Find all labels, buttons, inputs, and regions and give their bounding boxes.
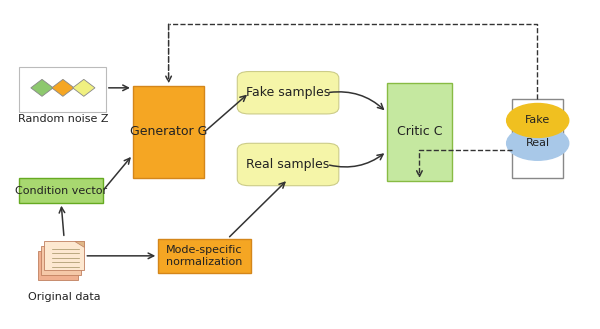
FancyBboxPatch shape [38, 251, 79, 280]
Text: Real samples: Real samples [247, 158, 329, 171]
Text: Random noise Z: Random noise Z [17, 114, 108, 124]
FancyBboxPatch shape [237, 71, 339, 114]
Circle shape [506, 126, 569, 160]
FancyBboxPatch shape [158, 239, 251, 273]
Text: Real: Real [526, 138, 550, 148]
Text: Mode-specific
normalization: Mode-specific normalization [166, 245, 242, 266]
FancyBboxPatch shape [386, 83, 452, 181]
FancyBboxPatch shape [19, 178, 103, 203]
Polygon shape [52, 79, 74, 96]
FancyBboxPatch shape [512, 99, 563, 178]
Circle shape [506, 104, 569, 138]
Polygon shape [73, 79, 95, 96]
FancyBboxPatch shape [133, 86, 205, 178]
Text: Fake: Fake [525, 115, 550, 125]
Text: Critic C: Critic C [397, 125, 442, 139]
Polygon shape [31, 79, 53, 96]
FancyBboxPatch shape [44, 241, 85, 270]
FancyBboxPatch shape [19, 67, 106, 112]
FancyBboxPatch shape [41, 246, 82, 275]
Text: Generator G: Generator G [130, 125, 207, 139]
Text: Condition vector: Condition vector [15, 186, 107, 196]
Text: Fake samples: Fake samples [246, 86, 330, 99]
Polygon shape [75, 241, 85, 247]
FancyBboxPatch shape [237, 143, 339, 186]
Text: Original data: Original data [28, 291, 100, 302]
